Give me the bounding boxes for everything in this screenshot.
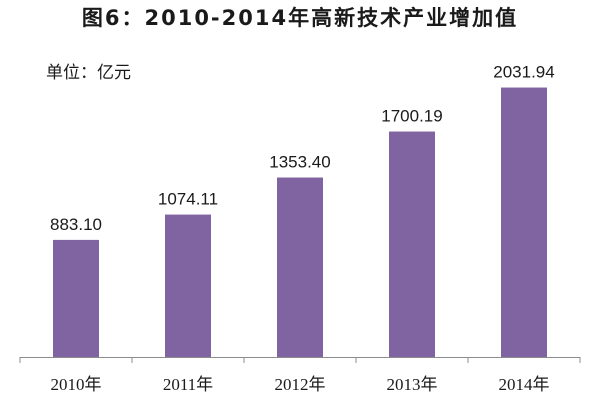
bar-3 xyxy=(389,131,435,357)
bar-1 xyxy=(165,214,211,357)
x-tick-label-3: 2013年 xyxy=(387,375,438,394)
bar-2 xyxy=(277,177,323,357)
data-label-2: 1353.40 xyxy=(269,153,330,172)
data-label-3: 1700.19 xyxy=(381,107,442,126)
x-tick-label-1: 2011年 xyxy=(163,375,213,394)
x-tick-label-2: 2012年 xyxy=(275,375,326,394)
x-tick-label-0: 2010年 xyxy=(51,375,102,394)
x-tick-label-4: 2014年 xyxy=(499,375,550,394)
bar-4 xyxy=(501,87,547,357)
bar-0 xyxy=(53,239,99,357)
chart-title: 图6：2010-2014年高新技术产业增加值 xyxy=(81,6,519,30)
unit-label: 单位：亿元 xyxy=(46,63,131,83)
data-label-4: 2031.94 xyxy=(493,63,554,82)
data-label-1: 1074.11 xyxy=(158,190,218,209)
data-label-0: 883.10 xyxy=(50,215,102,234)
